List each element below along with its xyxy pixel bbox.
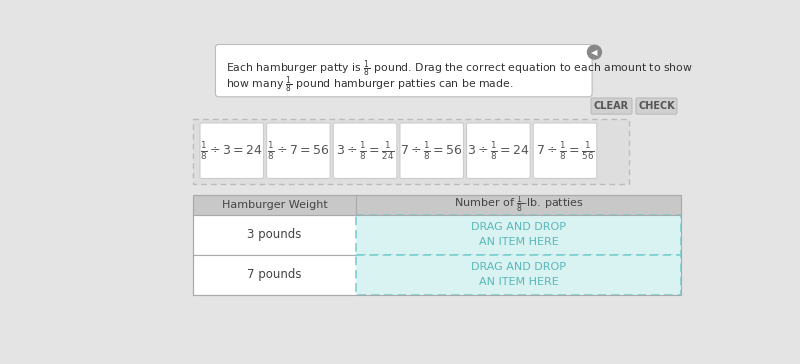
- Circle shape: [587, 45, 602, 59]
- FancyBboxPatch shape: [534, 123, 597, 178]
- Text: CHECK: CHECK: [638, 101, 675, 111]
- Bar: [193, 119, 629, 184]
- Text: $3 \div \frac{1}{8} = 24$: $3 \div \frac{1}{8} = 24$: [467, 140, 530, 162]
- Text: how many $\frac{1}{8}$ pound hamburger patties can be made.: how many $\frac{1}{8}$ pound hamburger p…: [226, 75, 514, 96]
- Text: $7 \div \frac{1}{8} = \frac{1}{56}$: $7 \div \frac{1}{8} = \frac{1}{56}$: [535, 140, 594, 162]
- Text: CLEAR: CLEAR: [594, 101, 629, 111]
- Bar: [356, 215, 682, 255]
- Bar: [193, 195, 682, 215]
- FancyBboxPatch shape: [200, 123, 263, 178]
- FancyBboxPatch shape: [466, 123, 530, 178]
- Bar: [193, 195, 682, 295]
- Text: 7 pounds: 7 pounds: [247, 268, 302, 281]
- FancyBboxPatch shape: [591, 98, 632, 114]
- Bar: [193, 255, 356, 295]
- Text: 3 pounds: 3 pounds: [247, 228, 302, 241]
- Bar: [193, 215, 356, 255]
- FancyBboxPatch shape: [215, 44, 592, 97]
- Text: $\frac{1}{8} \div 7 = 56$: $\frac{1}{8} \div 7 = 56$: [267, 140, 330, 162]
- FancyBboxPatch shape: [334, 123, 397, 178]
- Text: Hamburger Weight: Hamburger Weight: [222, 199, 327, 210]
- Text: DRAG AND DROP
AN ITEM HERE: DRAG AND DROP AN ITEM HERE: [471, 222, 566, 248]
- Text: ◀: ◀: [591, 48, 598, 57]
- Text: Number of $\frac{1}{8}$-lb. patties: Number of $\frac{1}{8}$-lb. patties: [454, 194, 583, 215]
- Bar: [193, 195, 682, 215]
- FancyBboxPatch shape: [400, 123, 463, 178]
- Bar: [356, 255, 682, 295]
- Text: DRAG AND DROP
AN ITEM HERE: DRAG AND DROP AN ITEM HERE: [471, 262, 566, 288]
- Text: $\frac{1}{8} \div 3 = 24$: $\frac{1}{8} \div 3 = 24$: [200, 140, 263, 162]
- Text: $7 \div \frac{1}{8} = 56$: $7 \div \frac{1}{8} = 56$: [400, 140, 463, 162]
- FancyBboxPatch shape: [266, 123, 330, 178]
- Text: $3 \div \frac{1}{8} = \frac{1}{24}$: $3 \div \frac{1}{8} = \frac{1}{24}$: [335, 140, 394, 162]
- FancyBboxPatch shape: [636, 98, 677, 114]
- Text: Each hamburger patty is $\frac{1}{8}$ pound. Drag the correct equation to each a: Each hamburger patty is $\frac{1}{8}$ po…: [226, 58, 693, 80]
